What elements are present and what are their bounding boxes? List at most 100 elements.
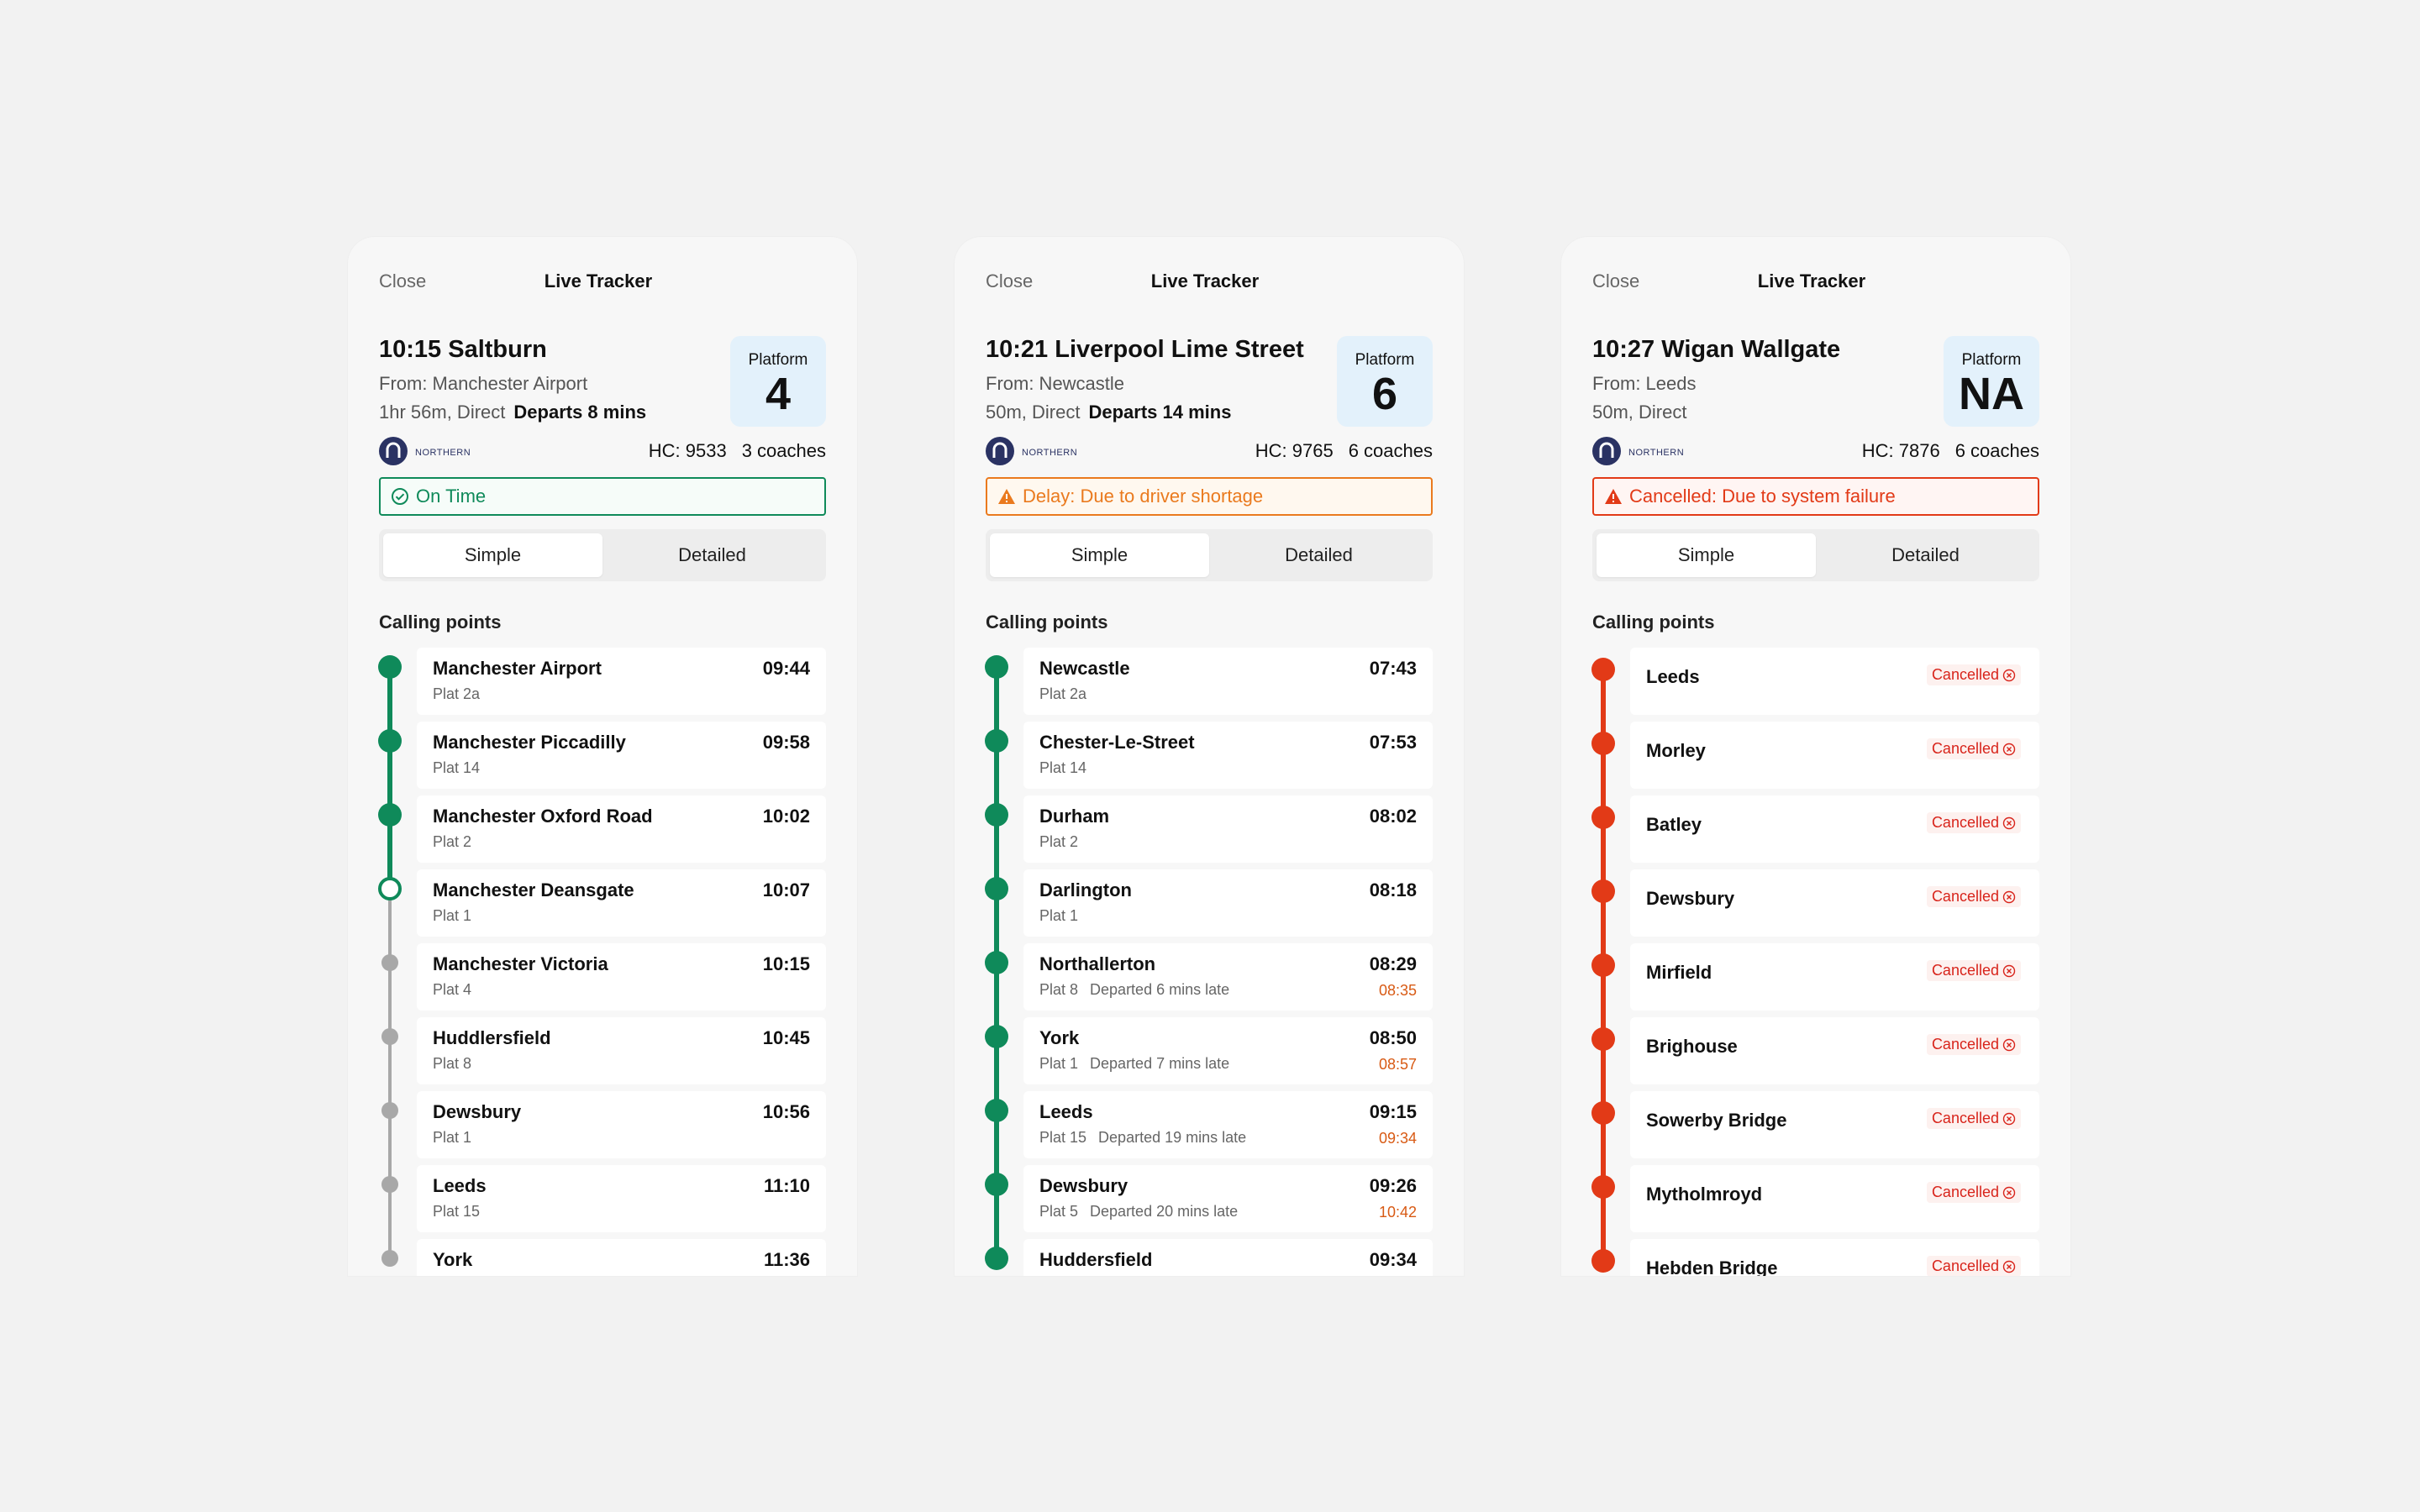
stop-platform: Plat 2a <box>433 685 481 702</box>
status-text: Cancelled: Due to system failure <box>1629 486 1896 507</box>
station-name: Huddlersfield <box>433 1027 551 1048</box>
calling-point-row[interactable]: Huddlersfield Plat 8 10:45 <box>417 1017 826 1084</box>
route-line <box>388 889 392 963</box>
calling-point-row[interactable]: Darlington Plat 1 08:18 <box>1023 869 1433 937</box>
calling-point-row[interactable]: Leeds Cancelled <box>1630 648 2039 715</box>
calling-point-row[interactable]: Mytholmroyd Cancelled <box>1630 1165 2039 1232</box>
station-name: Batley <box>1646 814 1702 835</box>
stop-platform: Plat 2a <box>1039 685 1087 702</box>
status-text: On Time <box>416 486 487 507</box>
stop-marker <box>985 1247 1008 1270</box>
tab-detailed[interactable]: Detailed <box>1891 544 1960 565</box>
tab-simple[interactable]: Simple <box>990 533 1209 577</box>
scheduled-time: 09:44 <box>762 658 810 679</box>
platform-info: Plat 5 Departed 20 mins late <box>1039 1203 1238 1221</box>
coaches-text: 6 coaches <box>1348 440 1433 461</box>
tab-simple[interactable]: Simple <box>1597 533 1816 577</box>
calling-point-row[interactable]: Leeds Plat 15 Departed 19 mins late 09:15 09… <box>1023 1091 1433 1158</box>
calling-point-row[interactable]: Huddersfield 09:34 <box>1023 1239 1433 1276</box>
screen-title: Live Tracker <box>1150 270 1260 291</box>
destination-title: 10:27 Wigan Wallgate <box>1592 336 1841 363</box>
calling-point-row[interactable]: Morley Cancelled <box>1630 722 2039 789</box>
stop-marker <box>1591 732 1615 755</box>
calling-point-row[interactable]: Dewsbury Plat 1 10:56 <box>417 1091 826 1158</box>
departs-text: Departs 14 mins <box>1088 402 1232 423</box>
coaches-text: 6 coaches <box>1954 440 2039 461</box>
operator-name: NORTHERN <box>1628 448 1685 458</box>
northern-logo-icon <box>379 437 408 465</box>
calling-point-row[interactable]: Manchester Piccadilly Plat 14 09:58 <box>417 722 826 789</box>
calling-point-row[interactable]: York 11:36 <box>417 1239 826 1276</box>
northern-logo-icon <box>1592 437 1621 465</box>
station-name: Dewsbury <box>1039 1175 1128 1196</box>
calling-point-row[interactable]: York Plat 1 Departed 7 mins late 08:50 08:57 <box>1023 1017 1433 1084</box>
calling-point-row[interactable]: Chester-Le-Street Plat 14 07:53 <box>1023 722 1433 789</box>
calling-point-row[interactable]: Manchester Oxford Road Plat 2 10:02 <box>417 795 826 863</box>
calling-point-row[interactable]: Northallerton Plat 8 Departed 6 mins late 0… <box>1023 943 1433 1011</box>
cancelled-badge: Cancelled <box>1926 738 2021 759</box>
route-line <box>1601 667 1606 741</box>
platform-info: Plat 8 <box>433 1055 471 1073</box>
close-button[interactable]: Close <box>1592 270 1640 291</box>
train-info: HC: 9533 3 coaches <box>649 440 826 462</box>
calling-points-list: Newcastle Plat 2a 07:43 Chester-Le-Street Pl… <box>955 648 1464 1276</box>
route-line <box>388 1037 392 1110</box>
station-name: Leeds <box>1039 1101 1093 1122</box>
close-button[interactable]: Close <box>986 270 1034 291</box>
stop-marker <box>378 655 402 679</box>
stop-marker <box>381 1176 398 1193</box>
station-name: Newcastle <box>1039 658 1130 679</box>
destination-title: 10:21 Liverpool Lime Street <box>986 336 1304 363</box>
calling-point-row[interactable]: Sowerby Bridge Cancelled <box>1630 1091 2039 1158</box>
platform-label: Platform <box>1961 351 2022 369</box>
calling-point-row[interactable]: Dewsbury Cancelled <box>1630 869 2039 937</box>
stop-marker <box>381 954 398 971</box>
calling-point-row[interactable]: Leeds Plat 15 11:10 <box>417 1165 826 1232</box>
platform-info: Plat 1 <box>433 907 471 925</box>
stop-platform: Plat 15 <box>1039 1129 1087 1146</box>
station-name: Manchester Piccadilly <box>433 732 626 753</box>
calling-point-row[interactable]: Manchester Deansgate Plat 1 10:07 <box>417 869 826 937</box>
station-name: Dewsbury <box>1646 888 1735 909</box>
close-button[interactable]: Close <box>379 270 427 291</box>
journey-meta: 50m, Direct <box>1592 402 1686 423</box>
stop-platform: Plat 14 <box>433 759 481 776</box>
calling-points-heading: Calling points <box>379 612 502 633</box>
scheduled-time: 10:15 <box>762 953 810 974</box>
scheduled-time: 08:50 <box>1369 1027 1417 1048</box>
train-info: HC: 9765 6 coaches <box>1255 440 1433 462</box>
platform-number: 4 <box>765 369 792 419</box>
calling-point-row[interactable]: Batley Cancelled <box>1630 795 2039 863</box>
close-circle-icon <box>2002 1112 2016 1126</box>
status-banner: On Time <box>379 477 826 516</box>
view-toggle: Simple Detailed <box>379 529 826 581</box>
platform-info: Plat 1 Departed 7 mins late <box>1039 1055 1229 1073</box>
cancelled-label: Cancelled <box>1931 1184 1999 1200</box>
scheduled-time: 10:56 <box>762 1101 810 1122</box>
route-line <box>994 741 999 815</box>
calling-point-row[interactable]: Manchester Airport Plat 2a 09:44 <box>417 648 826 715</box>
calling-point-row[interactable]: Mirfield Cancelled <box>1630 943 2039 1011</box>
route-line <box>1601 1110 1606 1184</box>
tab-detailed[interactable]: Detailed <box>678 544 746 565</box>
stop-marker <box>985 803 1008 827</box>
duration-text: 50m, Direct <box>986 402 1081 423</box>
calling-point-row[interactable]: Durham Plat 2 08:02 <box>1023 795 1433 863</box>
calling-point-row[interactable]: Manchester Victoria Plat 4 10:15 <box>417 943 826 1011</box>
stop-marker <box>985 1173 1008 1196</box>
platform-info: Plat 1 <box>1039 907 1078 925</box>
route-line <box>994 963 999 1037</box>
platform-box: Platform 6 <box>1337 336 1433 427</box>
stop-marker <box>1591 806 1615 829</box>
calling-point-row[interactable]: Brighouse Cancelled <box>1630 1017 2039 1084</box>
warning-icon <box>997 487 1016 506</box>
headcode-text: HC: 7876 <box>1861 440 1940 461</box>
calling-point-row[interactable]: Hebden Bridge Cancelled <box>1630 1239 2039 1276</box>
delay-note: Departed 6 mins late <box>1090 981 1230 998</box>
headcode-text: HC: 9765 <box>1255 440 1334 461</box>
calling-point-row[interactable]: Dewsbury Plat 5 Departed 20 mins late 09:26… <box>1023 1165 1433 1232</box>
tab-simple[interactable]: Simple <box>383 533 602 577</box>
tab-detailed[interactable]: Detailed <box>1285 544 1353 565</box>
calling-point-row[interactable]: Newcastle Plat 2a 07:43 <box>1023 648 1433 715</box>
